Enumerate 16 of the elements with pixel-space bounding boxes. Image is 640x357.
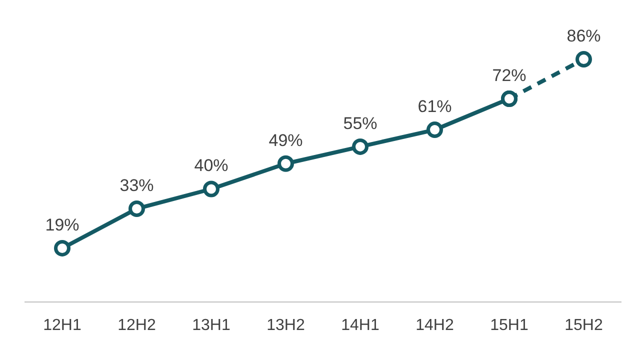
data-label: 55% — [343, 114, 378, 133]
x-tick-label: 14H1 — [341, 316, 380, 334]
x-tick-label: 12H2 — [118, 316, 156, 334]
data-label: 86% — [566, 26, 601, 46]
x-tick-label: 12H1 — [43, 316, 82, 334]
data-label: 72% — [492, 66, 526, 85]
data-label: 19% — [45, 215, 80, 234]
data-label: 40% — [194, 156, 228, 176]
x-tick-label: 15H1 — [490, 316, 528, 334]
data-label: 33% — [120, 176, 154, 195]
x-tick-label: 13H2 — [266, 316, 305, 334]
x-tick-label: 14H2 — [416, 316, 454, 334]
data-label: 61% — [418, 96, 452, 116]
x-tick-label: 15H2 — [564, 316, 603, 334]
data-label: 49% — [268, 130, 303, 150]
x-tick-label: 13H1 — [192, 316, 230, 334]
